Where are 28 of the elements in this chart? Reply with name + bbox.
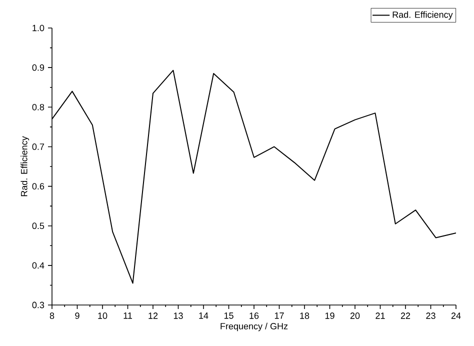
x-tick-label: 22 (400, 312, 410, 319)
y-tick-label: 0.5 (32, 222, 44, 230)
x-tick-label: 24 (451, 312, 461, 319)
x-tick-label: 16 (250, 312, 259, 319)
x-tick-label: 9 (75, 312, 80, 319)
x-tick-label: 17 (274, 312, 284, 319)
y-tick-label: 0.4 (32, 262, 44, 269)
x-tick-label: 15 (224, 312, 234, 319)
x-tick-label: 18 (300, 312, 310, 319)
x-tick-label: 8 (50, 312, 54, 319)
y-tick-label: 0.6 (32, 183, 44, 190)
x-tick-label: 21 (376, 312, 385, 319)
x-tick-label: 19 (325, 312, 334, 319)
y-tick-label: 1.0 (32, 24, 44, 32)
x-tick-label: 12 (148, 312, 158, 319)
y-tick-label: 0.9 (32, 64, 44, 71)
x-tick-label: 11 (124, 312, 132, 319)
legend-label: Rad. Efficiency (392, 11, 453, 20)
x-tick-label: 20 (350, 312, 360, 319)
x-tick-label: 23 (426, 312, 436, 319)
y-tick-label: 0.7 (32, 144, 44, 150)
x-tick-label: 10 (98, 312, 108, 319)
y-axis-title: Rad. Efficiency (20, 136, 30, 196)
x-tick-label: 14 (199, 312, 208, 319)
x-tick-label: 13 (174, 312, 183, 319)
y-tick-label: 0.3 (32, 302, 44, 308)
y-tick-label: 0.8 (32, 104, 44, 110)
x-axis-title: Frequency / GHz (220, 322, 288, 332)
